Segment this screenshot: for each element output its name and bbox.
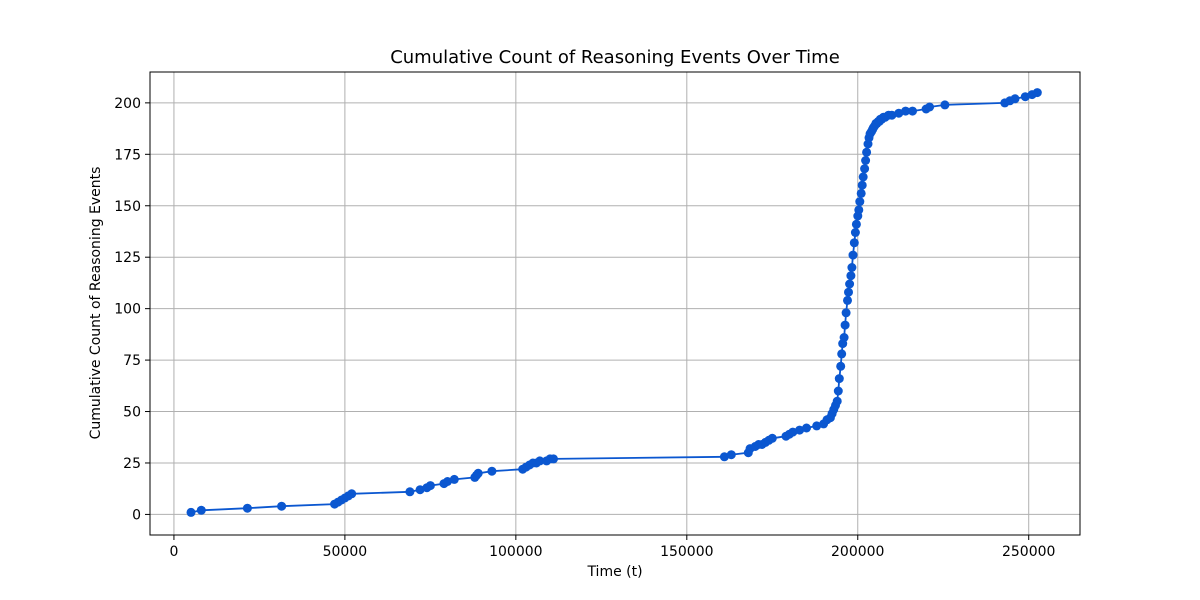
x-tick-label: 50000 (323, 544, 368, 560)
x-tick-label: 150000 (660, 544, 713, 560)
data-point (347, 489, 357, 499)
x-axis-label: Time (t) (586, 564, 642, 580)
data-point (855, 197, 865, 207)
data-point (856, 188, 866, 198)
data-point (925, 102, 935, 112)
data-point (843, 295, 852, 305)
axis-ticks: 0 50000 100000 150000 200000 250000 0 25 50 75 100… (114, 96, 1055, 560)
y-tick-label: 125 (114, 250, 141, 266)
y-tick-label: 0 (132, 507, 141, 523)
x-tick-label: 200000 (831, 544, 884, 560)
data-point (839, 333, 849, 342)
data-point (861, 156, 871, 165)
data-point (908, 106, 917, 116)
data-point (405, 487, 415, 497)
data-point (854, 205, 864, 215)
y-tick-label: 75 (123, 353, 141, 369)
data-point (833, 386, 843, 396)
data-point (473, 468, 483, 478)
data-point (858, 172, 868, 182)
data-point (186, 507, 196, 517)
data-point (840, 320, 850, 330)
data-point (726, 450, 736, 460)
plot-frame (149, 71, 1081, 536)
grid-layer (150, 72, 1080, 535)
data-point (788, 427, 798, 437)
y-tick-label: 175 (114, 147, 141, 163)
data-point (549, 454, 558, 464)
data-point (443, 477, 452, 486)
data-point (277, 501, 287, 511)
data-points (186, 88, 1042, 517)
y-tick-label: 200 (114, 96, 141, 112)
data-point (832, 396, 842, 406)
data-point (887, 110, 897, 120)
data-point (812, 421, 822, 431)
data-point (535, 456, 545, 466)
data-point (849, 238, 859, 248)
data-point (894, 108, 904, 118)
data-point (848, 250, 858, 260)
data-point (795, 425, 805, 435)
data-point (851, 219, 861, 229)
data-point (901, 106, 911, 116)
data-point (940, 100, 950, 110)
y-axis-label: Cumulative Count of Reasoning Events (88, 167, 104, 440)
x-tick-label: 250000 (1002, 544, 1055, 560)
data-point (862, 147, 872, 157)
data-point (1010, 94, 1020, 104)
data-point (425, 481, 435, 491)
y-tick-label: 50 (123, 405, 141, 421)
x-tick-label: 100000 (489, 544, 542, 560)
data-point (487, 466, 497, 476)
data-point (841, 308, 851, 318)
data-point (846, 271, 856, 281)
data-point (845, 279, 855, 289)
chart-title: Cumulative Count of Reasoning Events Ove… (390, 47, 840, 68)
data-point (857, 180, 867, 190)
data-point (836, 361, 846, 371)
data-point (834, 374, 844, 384)
data-point (850, 228, 860, 237)
y-tick-label: 100 (114, 302, 141, 318)
data-point (196, 505, 206, 515)
data-point (860, 164, 870, 174)
data-point (837, 349, 847, 359)
x-tick-label: 0 (169, 544, 178, 560)
data-point (802, 423, 811, 433)
data-point (847, 263, 857, 272)
data-point (719, 452, 729, 462)
y-tick-label: 25 (123, 456, 141, 472)
data-point (1032, 88, 1042, 98)
data-point (844, 287, 853, 297)
data-point (242, 503, 252, 513)
series-line (190, 91, 1038, 514)
data-point (415, 485, 425, 495)
data-point (767, 433, 777, 443)
y-tick-label: 150 (114, 199, 141, 215)
data-point (449, 474, 459, 484)
data-point (1020, 92, 1030, 102)
